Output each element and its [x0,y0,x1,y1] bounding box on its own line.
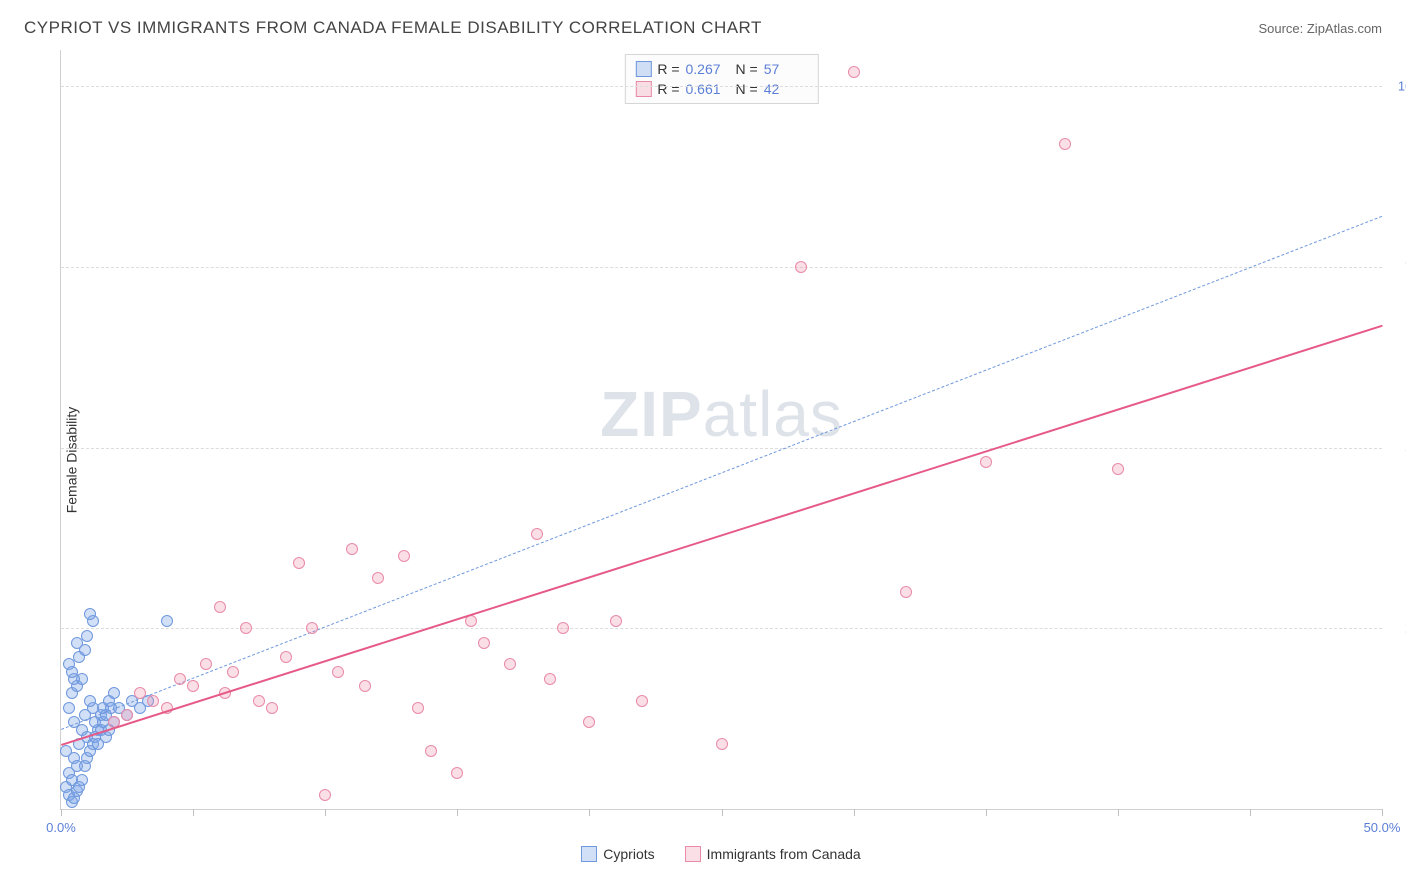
stats-row-1: R = 0.267 N = 57 [635,59,807,79]
n-value-1: 57 [764,61,808,77]
data-point [583,716,595,728]
x-tick [1382,809,1383,816]
data-point [359,680,371,692]
data-point [451,767,463,779]
data-point [306,622,318,634]
x-tick [1250,809,1251,816]
data-point [795,261,807,273]
data-point [84,608,96,620]
y-tick-label: 50.0% [1387,440,1406,455]
data-point [161,615,173,627]
data-point [187,680,199,692]
series-legend: Cypriots Immigrants from Canada [60,846,1382,862]
swatch-icon [581,846,597,862]
n-value-2: 42 [764,81,808,97]
data-point [293,557,305,569]
data-point [504,658,516,670]
data-point [60,745,72,757]
x-tick [457,809,458,816]
gridline [61,628,1382,629]
data-point [398,550,410,562]
r-value-2: 0.661 [686,81,730,97]
x-tick [1118,809,1119,816]
x-tick [722,809,723,816]
data-point [372,572,384,584]
y-tick-label: 100.0% [1387,79,1406,94]
data-point [240,622,252,634]
chart-container: Female Disability ZIPatlas R = 0.267 N =… [60,50,1382,870]
data-point [280,651,292,663]
trend-line [61,216,1382,730]
data-point [636,695,648,707]
x-tick [325,809,326,816]
data-point [557,622,569,634]
gridline [61,448,1382,449]
data-point [71,637,83,649]
data-point [412,702,424,714]
x-tick [61,809,62,816]
data-point [121,709,133,721]
x-tick [986,809,987,816]
trend-line [61,325,1383,746]
data-point [346,543,358,555]
y-tick-label: 25.0% [1387,621,1406,636]
gridline [61,86,1382,87]
x-tick-label: 0.0% [46,820,76,835]
legend-item-cypriots: Cypriots [581,846,654,862]
source-attribution: Source: ZipAtlas.com [1258,21,1382,36]
data-point [266,702,278,714]
data-point [134,687,146,699]
data-point [332,666,344,678]
data-point [980,456,992,468]
data-point [478,637,490,649]
data-point [92,738,104,750]
data-point [227,666,239,678]
data-point [214,601,226,613]
chart-title: CYPRIOT VS IMMIGRANTS FROM CANADA FEMALE… [24,18,762,38]
swatch-immigrants [635,81,651,97]
x-tick-label: 50.0% [1364,820,1401,835]
stats-row-2: R = 0.661 N = 42 [635,79,807,99]
data-point [63,702,75,714]
data-point [1059,138,1071,150]
x-tick [589,809,590,816]
data-point [76,774,88,786]
swatch-cypriots [635,61,651,77]
data-point [200,658,212,670]
data-point [1112,463,1124,475]
stats-legend: R = 0.267 N = 57 R = 0.661 N = 42 [624,54,818,104]
swatch-icon [685,846,701,862]
data-point [253,695,265,707]
data-point [66,666,78,678]
data-point [610,615,622,627]
data-point [544,673,556,685]
data-point [848,66,860,78]
data-point [147,695,159,707]
data-point [425,745,437,757]
data-point [81,630,93,642]
data-point [174,673,186,685]
legend-item-immigrants: Immigrants from Canada [685,846,861,862]
data-point [900,586,912,598]
x-tick [193,809,194,816]
data-point [716,738,728,750]
data-point [319,789,331,801]
data-point [84,695,96,707]
x-tick [854,809,855,816]
data-point [531,528,543,540]
plot-area: ZIPatlas R = 0.267 N = 57 R = 0.661 N = … [60,50,1382,810]
gridline [61,267,1382,268]
data-point [108,687,120,699]
r-value-1: 0.267 [686,61,730,77]
y-tick-label: 75.0% [1387,259,1406,274]
